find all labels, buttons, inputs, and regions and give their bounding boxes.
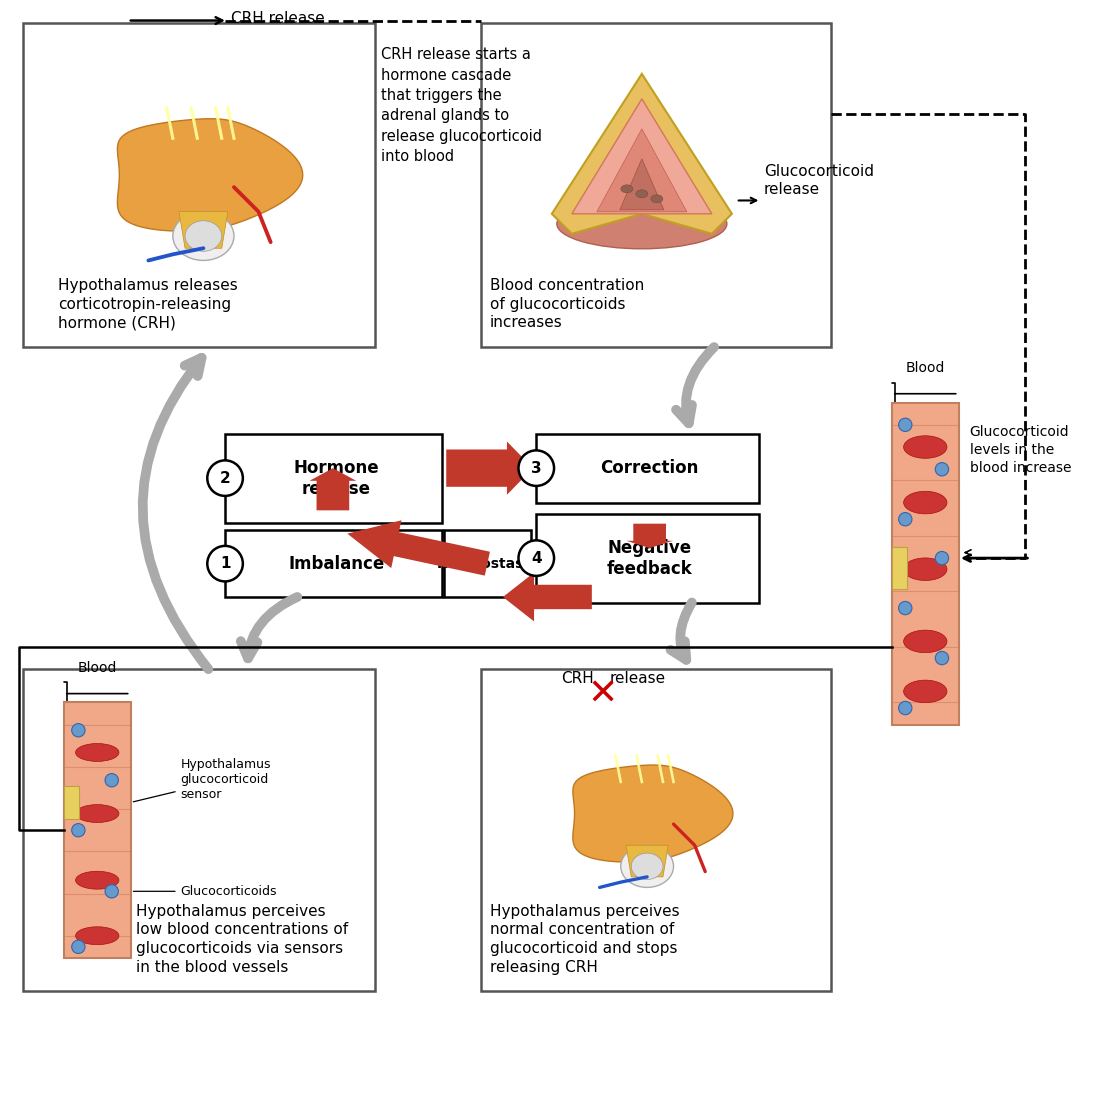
Text: Glucocorticoid
release: Glucocorticoid release (764, 164, 875, 197)
Circle shape (71, 940, 85, 954)
Ellipse shape (651, 195, 662, 202)
Circle shape (898, 602, 911, 615)
Ellipse shape (631, 853, 663, 880)
Bar (225, 531, 442, 597)
Text: 1: 1 (220, 556, 230, 571)
Polygon shape (627, 524, 672, 548)
Ellipse shape (557, 199, 727, 248)
Bar (892, 547, 907, 589)
Circle shape (898, 418, 911, 431)
Text: Glucocorticoid
levels in the
blood increase: Glucocorticoid levels in the blood incre… (970, 424, 1071, 475)
Text: Blood concentration
of glucocorticoids
increases: Blood concentration of glucocorticoids i… (489, 278, 643, 330)
Text: 3: 3 (531, 461, 542, 476)
Circle shape (898, 513, 911, 526)
Circle shape (105, 773, 118, 787)
Text: Blood: Blood (77, 661, 117, 675)
Circle shape (208, 461, 242, 496)
Circle shape (935, 551, 948, 565)
Polygon shape (573, 765, 733, 862)
Circle shape (208, 546, 242, 581)
Text: Glucocorticoids: Glucocorticoids (133, 885, 277, 898)
Polygon shape (620, 159, 663, 210)
Bar (22, 670, 375, 991)
Ellipse shape (76, 871, 118, 889)
Ellipse shape (904, 630, 947, 653)
Polygon shape (447, 442, 533, 494)
Bar (225, 433, 442, 523)
Text: Homeostasis: Homeostasis (437, 557, 537, 571)
Bar (892, 403, 958, 724)
Ellipse shape (76, 744, 118, 761)
Text: Negative
feedback: Negative feedback (607, 538, 693, 578)
Ellipse shape (76, 927, 118, 945)
Text: ✕: ✕ (588, 678, 618, 712)
Text: Hypothalamus
glucocorticoid
sensor: Hypothalamus glucocorticoid sensor (133, 758, 271, 802)
Polygon shape (347, 521, 490, 575)
Bar (64, 702, 131, 958)
Bar (536, 433, 758, 502)
Text: Imbalance: Imbalance (288, 555, 384, 572)
Bar (480, 23, 831, 347)
Bar (22, 23, 375, 347)
Circle shape (71, 824, 85, 837)
Polygon shape (309, 468, 356, 510)
Circle shape (935, 463, 948, 476)
Polygon shape (572, 98, 712, 213)
Text: Hypothalamus perceives
normal concentration of
glucocorticoid and stops
releasin: Hypothalamus perceives normal concentrat… (489, 904, 679, 975)
Ellipse shape (904, 680, 947, 702)
Circle shape (518, 451, 554, 486)
Polygon shape (503, 572, 592, 621)
Text: 2: 2 (220, 470, 230, 486)
Ellipse shape (636, 190, 648, 198)
Polygon shape (117, 119, 303, 231)
Bar (480, 670, 831, 991)
Bar (64, 785, 78, 819)
Polygon shape (552, 74, 732, 234)
Circle shape (518, 540, 554, 575)
Ellipse shape (621, 185, 633, 193)
Text: release: release (610, 672, 666, 686)
Circle shape (105, 885, 118, 898)
Ellipse shape (904, 435, 947, 458)
Text: CRH release starts a
hormone cascade
that triggers the
adrenal glands to
release: CRH release starts a hormone cascade tha… (381, 47, 542, 164)
Ellipse shape (185, 221, 222, 252)
Ellipse shape (904, 558, 947, 581)
Text: 4: 4 (531, 550, 542, 566)
Ellipse shape (621, 846, 674, 887)
Text: CRH: CRH (561, 672, 593, 686)
Polygon shape (626, 846, 668, 877)
Polygon shape (596, 129, 687, 212)
Polygon shape (179, 211, 228, 248)
Text: Hypothalamus releases
corticotropin-releasing
hormone (CRH): Hypothalamus releases corticotropin-rele… (58, 278, 238, 330)
Bar (536, 514, 758, 603)
Circle shape (898, 701, 911, 714)
Bar (445, 531, 531, 597)
Text: Blood: Blood (906, 361, 945, 375)
Circle shape (935, 651, 948, 665)
Text: CRH release: CRH release (230, 11, 324, 26)
Ellipse shape (76, 804, 118, 823)
Text: Hormone
release: Hormone release (294, 458, 379, 498)
Ellipse shape (173, 211, 233, 260)
Circle shape (71, 723, 85, 737)
Text: Correction: Correction (601, 459, 699, 477)
Ellipse shape (904, 491, 947, 514)
Text: Hypothalamus perceives
low blood concentrations of
glucocorticoids via sensors
i: Hypothalamus perceives low blood concent… (136, 904, 349, 975)
